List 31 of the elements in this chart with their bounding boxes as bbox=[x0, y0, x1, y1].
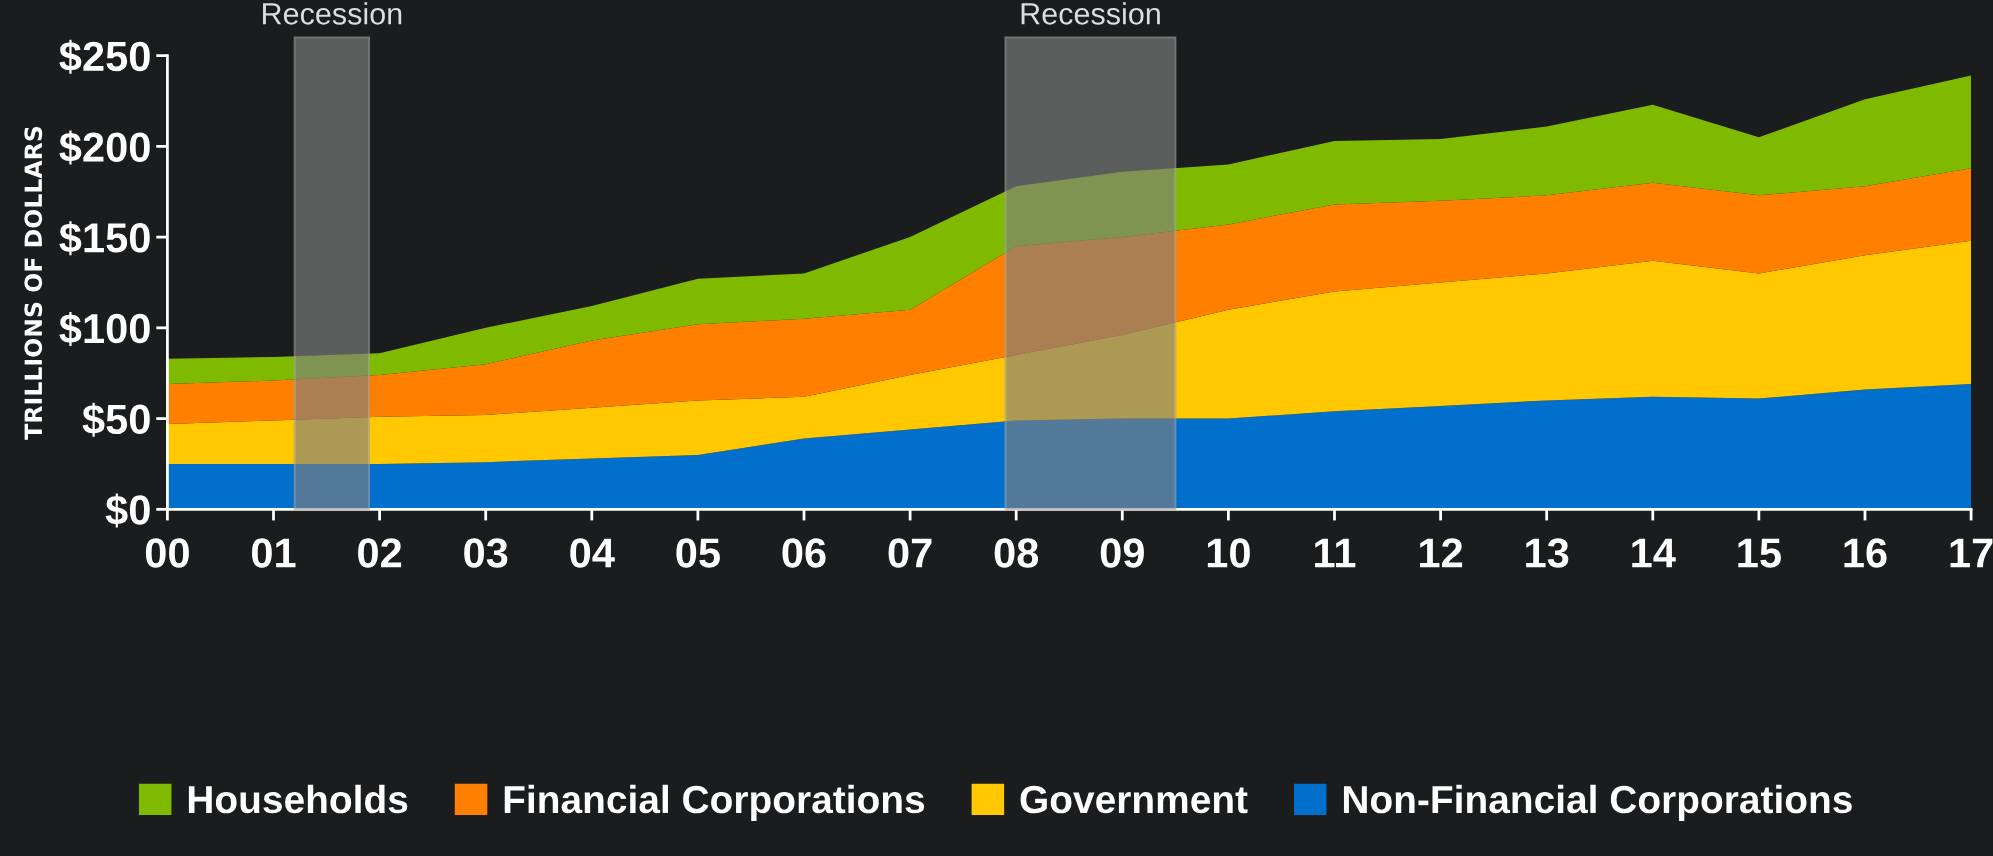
x-tick-label: 06 bbox=[782, 538, 826, 568]
x-tick-label: 03 bbox=[464, 538, 508, 568]
band-label: Recession bbox=[1021, 2, 1160, 25]
x-tick-label: 01 bbox=[251, 538, 296, 568]
x-tick-label: 15 bbox=[1738, 538, 1781, 568]
x-tick-label: 00 bbox=[145, 538, 189, 568]
x-tick-label: 04 bbox=[570, 538, 615, 568]
y-tick-label: $200 bbox=[59, 130, 150, 165]
x-tick-label: 05 bbox=[676, 538, 720, 568]
x-tick-label: 14 bbox=[1632, 538, 1676, 568]
y-tick-label: $50 bbox=[82, 402, 150, 437]
band-label: Recession bbox=[263, 2, 402, 25]
x-tick-label: 17 bbox=[1950, 538, 1993, 568]
y-tick-label: $0 bbox=[105, 493, 150, 528]
y-axis-title: TRILLIONS OF DOLLARS bbox=[24, 126, 43, 440]
x-tick-label: 09 bbox=[1100, 538, 1144, 568]
y-tick-label: $150 bbox=[59, 221, 150, 256]
x-tick-label: 10 bbox=[1207, 538, 1250, 568]
y-tick-label: $250 bbox=[59, 39, 150, 74]
x-tick-label: 13 bbox=[1526, 538, 1569, 568]
y-tick-label: $100 bbox=[59, 312, 150, 347]
x-tick-label: 12 bbox=[1420, 538, 1463, 568]
x-tick-label: 11 bbox=[1315, 538, 1356, 568]
x-tick-label: 07 bbox=[888, 538, 932, 568]
x-tick-label: 16 bbox=[1844, 538, 1887, 568]
x-tick-label: 08 bbox=[994, 538, 1039, 568]
legend-label: Non-Financial Corporations bbox=[1343, 784, 1852, 821]
legend-label: Government bbox=[1020, 785, 1248, 814]
x-tick-label: 02 bbox=[358, 538, 402, 568]
legend-label: Financial Corporations bbox=[504, 784, 925, 821]
legend-label: Households bbox=[188, 784, 408, 814]
